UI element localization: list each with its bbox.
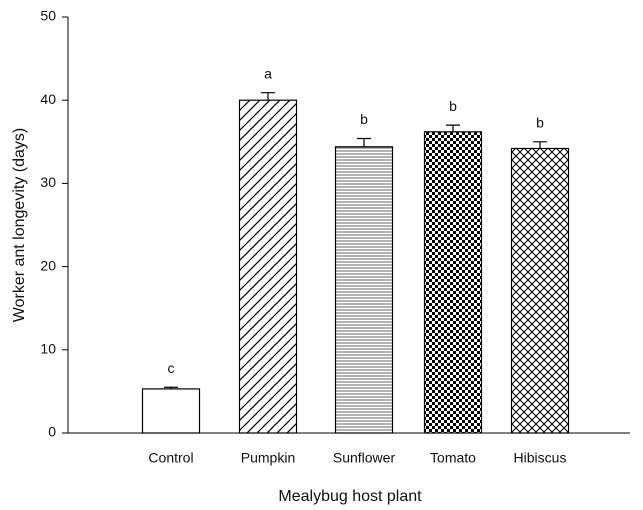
error-bar	[533, 141, 547, 149]
bar	[141, 388, 201, 434]
bar	[423, 131, 483, 434]
x-tick-label: Tomato	[430, 450, 476, 466]
x-tick-label: Hibiscus	[514, 450, 567, 466]
bar	[238, 99, 298, 434]
significance-label: b	[536, 115, 544, 131]
bar	[334, 146, 394, 434]
x-tick-label: Pumpkin	[241, 450, 295, 466]
y-tick-label: 10	[40, 341, 56, 357]
significance-label: a	[264, 65, 272, 81]
error-bar	[164, 386, 178, 389]
bar	[510, 147, 570, 434]
significance-label: b	[449, 98, 457, 114]
x-tick-label: Control	[148, 450, 193, 466]
error-bar	[446, 124, 460, 132]
y-tick-label: 20	[40, 257, 56, 273]
significance-label: b	[360, 111, 368, 127]
significance-label: c	[168, 360, 175, 376]
error-bar	[357, 137, 371, 147]
y-tick-label: 40	[40, 91, 56, 107]
y-tick-label: 50	[40, 8, 56, 24]
y-tick-label: 30	[40, 174, 56, 190]
error-bar	[261, 92, 275, 101]
y-axis-title: Worker ant longevity (days)	[11, 128, 28, 322]
x-axis-title: Mealybug host plant	[278, 488, 422, 505]
y-tick-label: 0	[48, 424, 56, 440]
x-tick-label: Sunflower	[333, 450, 396, 466]
